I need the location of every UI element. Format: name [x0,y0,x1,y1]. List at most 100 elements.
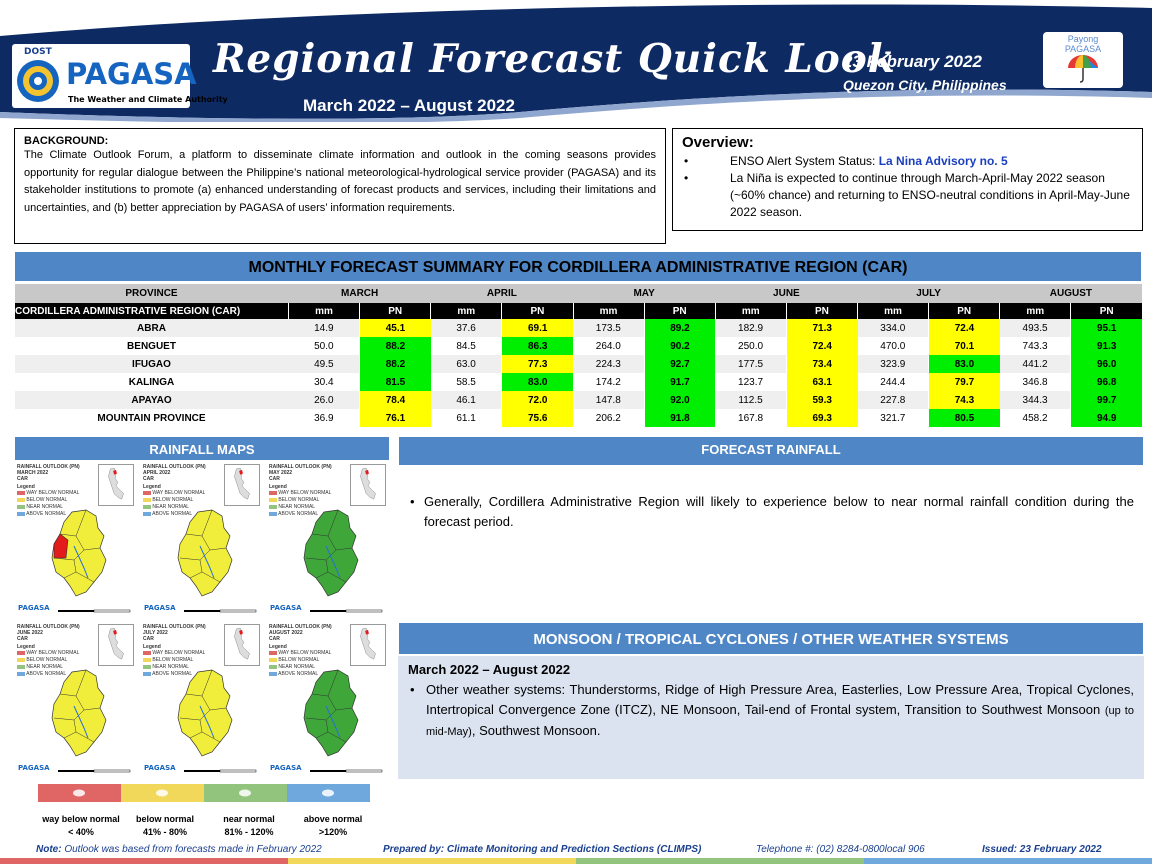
background-box: BACKGROUND: The Climate Outlook Forum, a… [14,128,666,244]
background-text: The Climate Outlook Forum, a platform to… [24,149,656,214]
umbrella-icon [1068,55,1098,83]
map-legend-label: ABOVE NORMAL [26,671,67,677]
map-legend-swatch [269,490,277,495]
map-legend-swatch [269,511,277,516]
table-row: KALINGA 30.4 81.5 58.5 83.0 174.2 91.7 123.7 63.… [14,373,1142,391]
pn-cell: 91.7 [643,373,716,391]
pn-cell: 83.0 [501,373,573,391]
footer: Note: Outlook was based from forecasts m… [0,843,1152,861]
map-legend-label: WAY BELOW NORMAL [152,490,206,496]
map-legend-swatch [143,511,151,516]
month-header: JUNE [715,284,858,303]
map-legend-swatch [143,504,151,509]
month-header: AUGUST [999,284,1142,303]
monsoon-text-end: , Southwest Monsoon. [471,723,601,738]
pn-cell: 69.1 [501,319,573,337]
car-region-map [303,509,359,597]
province-name: BENGUET [14,337,289,355]
issue-date: 23 February 2022 [843,52,982,71]
philippines-inset-map [224,464,260,506]
rainfall-mm-cell: 147.8 [573,391,645,409]
map-title-region: CAR [17,636,28,642]
forecast-rainfall-box: Generally, Cordillera Administrative Reg… [398,466,1144,612]
map-legend-swatch [269,497,277,502]
map-footer: PAGASA [140,760,264,778]
la-nina-text: La Niña is expected to continue through … [730,171,1130,219]
mm-header: mm [999,303,1071,319]
map-pagasa-logo: PAGASA [270,764,302,772]
map-title-month: MAY 2022 [269,470,293,476]
map-legend-item: WAY BELOW NORMAL [17,650,79,657]
map-legend-swatch [17,657,25,662]
rainfall-mm-cell: 441.2 [999,355,1071,373]
table-row: MOUNTAIN PROVINCE 36.9 76.1 61.1 75.6 206.2 91… [14,409,1142,427]
map-legend-label: BELOW NORMAL [152,497,194,503]
rainfall-mm-cell: 63.0 [430,355,502,373]
legend-category: near normal [223,814,275,824]
map-footer: PAGASA [266,760,390,778]
map-legend-item: ABOVE NORMAL [17,511,79,518]
rainfall-mm-cell: 346.8 [999,373,1071,391]
overview-list: • ENSO Alert System Status: La Nina Advis… [682,153,1133,221]
map-scale-bar [58,769,131,773]
map-title: RAINFALL OUTLOOK (PN) APRIL 2022 CAR [143,464,206,482]
table-title: MONTHLY FORECAST SUMMARY FOR CORDILLERA … [14,251,1142,282]
table-row: BENGUET 50.0 88.2 84.5 86.3 264.0 90.2 250.0 72.… [14,337,1142,355]
map-title-line1: RAINFALL OUTLOOK (PN) [143,464,206,470]
map-title-region: CAR [143,636,154,642]
map-title-line1: RAINFALL OUTLOOK (PN) [269,464,332,470]
map-title-month: JUNE 2022 [17,630,43,636]
philippines-inset-map [98,464,134,506]
rainfall-mm-cell: 49.5 [288,355,360,373]
map-legend-item: BELOW NORMAL [143,497,205,504]
map-title-region: CAR [269,476,280,482]
pn-cell: 88.2 [359,337,431,355]
province-name: MOUNTAIN PROVINCE [14,409,289,427]
pn-cell: 72.4 [785,337,858,355]
legend-label: way below normal < 40% [36,813,126,839]
partly-cloudy-icon [156,789,168,797]
table-row: APAYAO 26.0 78.4 46.1 72.0 147.8 92.0 112.5 59.3… [14,391,1142,409]
map-legend-label: WAY BELOW NORMAL [152,650,206,656]
province-name: KALINGA [14,373,289,391]
rainfall-mm-cell: 167.8 [715,409,787,427]
map-legend-swatch [17,650,25,655]
map-legend-item: WAY BELOW NORMAL [143,650,205,657]
pn-cell: 95.1 [1070,319,1142,337]
rainfall-mm-cell: 321.7 [857,409,929,427]
map-title-region: CAR [269,636,280,642]
monsoon-text-main: Other weather systems: Thunderstorms, Ri… [426,682,1134,717]
table-row: ABRA 14.9 45.1 37.6 69.1 173.5 89.2 182.9 71.3 33… [14,319,1142,337]
footer-note: Note: Outlook was based from forecasts m… [36,844,322,855]
map-title-month: AUGUST 2022 [269,630,303,636]
philippines-inset-map [98,624,134,666]
map-legend-item: NEAR NORMAL [143,664,205,671]
car-region-map [177,669,233,757]
legend-label: near normal 81% - 120% [204,813,294,839]
pn-cell: 59.3 [785,391,858,409]
rainfall-map: RAINFALL OUTLOOK (PN) JULY 2022 CAR Legend … [140,622,264,778]
rainfall-maps-grid: RAINFALL OUTLOOK (PN) MARCH 2022 CAR Legend… [14,462,390,782]
payong-line1: Payong [1067,34,1099,44]
pn-cell: 91.3 [1070,337,1142,355]
province-header: PROVINCE [14,284,289,303]
rainfall-mm-cell: 227.8 [857,391,929,409]
mm-header: mm [430,303,502,319]
mm-header: mm [714,303,787,319]
rainfall-mm-cell: 30.4 [288,373,360,391]
mm-header: mm [287,303,360,319]
legend-range: >120% [318,827,348,837]
pn-cell: 72.4 [928,319,1000,337]
map-legend-item: ABOVE NORMAL [143,671,205,678]
forecast-rainfall-heading: FORECAST RAINFALL [398,436,1144,466]
map-legend-label: BELOW NORMAL [26,657,68,663]
legend-category: below normal [135,814,194,824]
rainfall-maps-heading: RAINFALL MAPS [14,436,390,461]
map-legend-swatch [17,671,25,676]
rainfall-mm-cell: 46.1 [430,391,502,409]
overview-item-la-nina: • La Niña is expected to continue through… [684,171,1130,219]
map-legend-swatch [17,490,25,495]
rainfall-mm-cell: 174.2 [573,373,645,391]
map-scale-bar [58,609,131,613]
map-scale-bar [184,609,257,613]
